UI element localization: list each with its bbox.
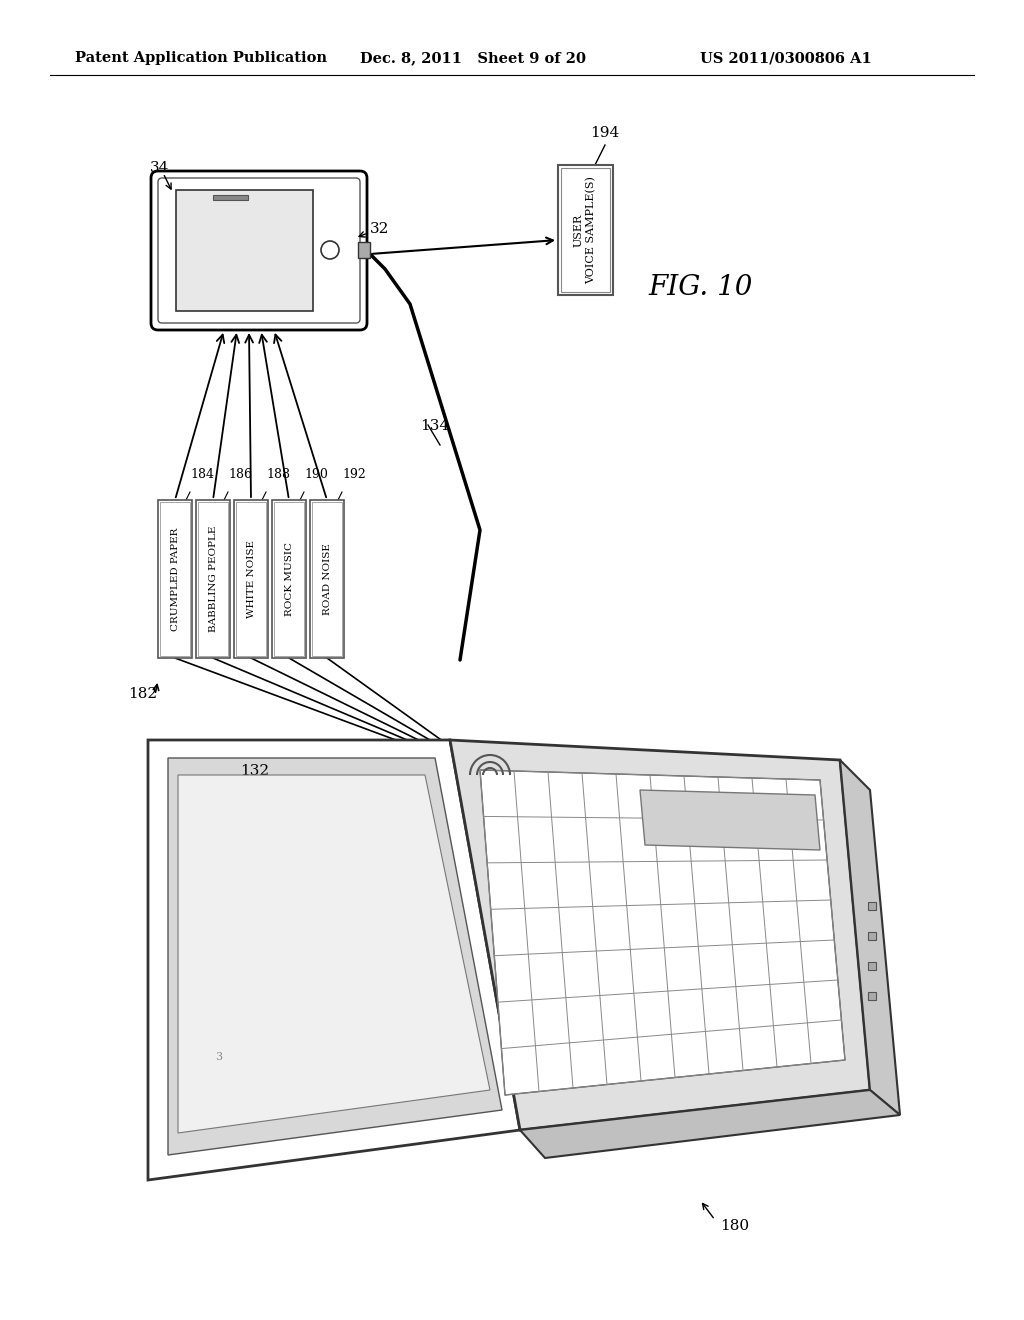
Polygon shape xyxy=(148,741,520,1180)
Bar xyxy=(272,500,306,657)
Bar xyxy=(868,902,876,909)
FancyBboxPatch shape xyxy=(151,172,367,330)
Text: 3: 3 xyxy=(215,1052,222,1063)
Bar xyxy=(236,502,266,656)
Text: ROCK MUSIC: ROCK MUSIC xyxy=(285,543,294,616)
Bar xyxy=(868,962,876,970)
Bar xyxy=(176,190,313,312)
Polygon shape xyxy=(168,758,502,1155)
Bar xyxy=(196,500,230,657)
Bar xyxy=(561,168,610,292)
Text: CRUMPLED PAPER: CRUMPLED PAPER xyxy=(171,527,179,631)
Text: 190: 190 xyxy=(304,469,328,480)
Text: ROAD NOISE: ROAD NOISE xyxy=(323,543,332,615)
Bar xyxy=(234,500,268,657)
Text: 134: 134 xyxy=(420,418,450,433)
Polygon shape xyxy=(840,760,900,1115)
Bar xyxy=(310,500,344,657)
Bar xyxy=(312,502,342,656)
Text: US 2011/0300806 A1: US 2011/0300806 A1 xyxy=(700,51,871,65)
Polygon shape xyxy=(178,775,490,1133)
Bar xyxy=(558,165,613,294)
Bar xyxy=(213,195,248,201)
Text: FIG. 10: FIG. 10 xyxy=(648,275,753,301)
Bar xyxy=(198,502,228,656)
Text: 132: 132 xyxy=(240,764,269,777)
Text: 184: 184 xyxy=(190,469,214,480)
Polygon shape xyxy=(520,1090,900,1158)
Text: USER
VOICE SAMPLE(S): USER VOICE SAMPLE(S) xyxy=(574,176,596,284)
Bar xyxy=(160,502,190,656)
Polygon shape xyxy=(450,741,870,1130)
Text: 180: 180 xyxy=(720,1218,750,1233)
Text: 34: 34 xyxy=(150,161,169,176)
Bar xyxy=(868,993,876,1001)
Text: Dec. 8, 2011   Sheet 9 of 20: Dec. 8, 2011 Sheet 9 of 20 xyxy=(360,51,586,65)
Bar xyxy=(868,932,876,940)
Text: WHITE NOISE: WHITE NOISE xyxy=(247,540,256,618)
Circle shape xyxy=(321,242,339,259)
Text: BABBLING PEOPLE: BABBLING PEOPLE xyxy=(209,525,217,632)
Text: 186: 186 xyxy=(228,469,252,480)
Bar xyxy=(274,502,304,656)
Bar xyxy=(358,242,370,257)
Text: 32: 32 xyxy=(370,222,389,236)
Text: 194: 194 xyxy=(590,125,620,140)
Polygon shape xyxy=(480,770,845,1096)
Text: Patent Application Publication: Patent Application Publication xyxy=(75,51,327,65)
Text: 182: 182 xyxy=(128,686,157,701)
Bar xyxy=(158,500,193,657)
Polygon shape xyxy=(640,789,820,850)
Text: 192: 192 xyxy=(342,469,366,480)
Text: 188: 188 xyxy=(266,469,290,480)
FancyBboxPatch shape xyxy=(158,178,360,323)
